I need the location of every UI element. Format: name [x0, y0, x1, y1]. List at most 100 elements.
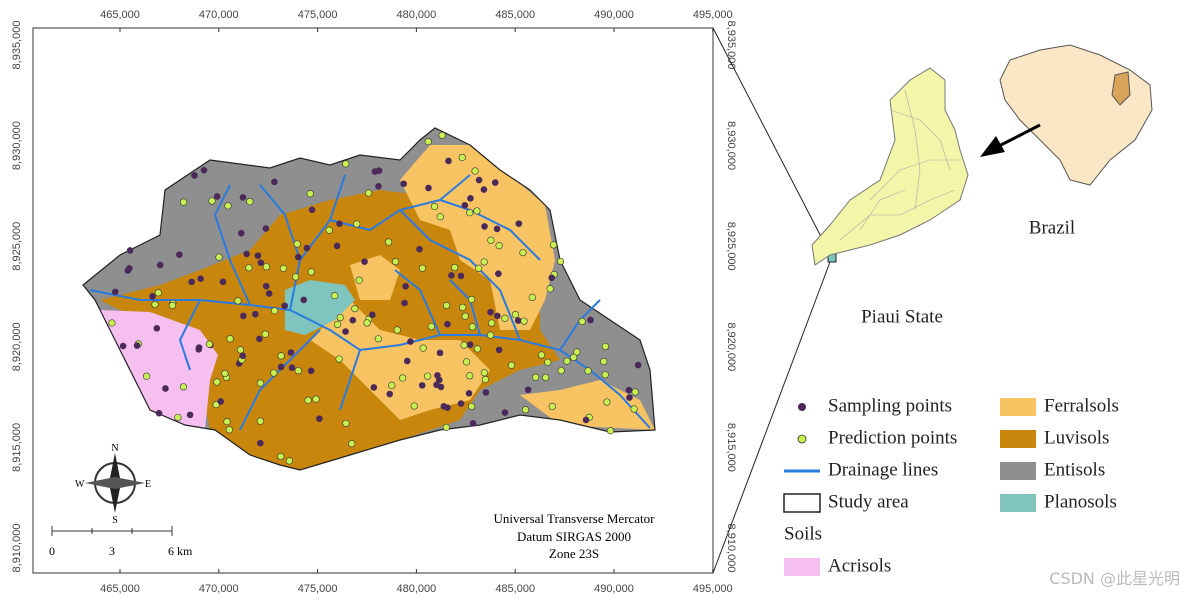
prediction-point: [467, 295, 476, 304]
compass-w: W: [75, 479, 85, 490]
prediction-point: [424, 137, 432, 146]
sampling-point: [281, 302, 288, 310]
sampling-point: [548, 274, 556, 282]
prediction-point: [584, 367, 592, 375]
sampling-point: [402, 283, 409, 290]
sampling-point: [213, 193, 221, 200]
prediction-point: [557, 367, 565, 375]
prediction-point: [215, 253, 223, 261]
sampling-point: [303, 244, 311, 252]
watermark: CSDN @此星光明: [1049, 569, 1180, 588]
sampling-point: [370, 384, 378, 391]
prediction-point: [471, 167, 479, 175]
prediction-point: [442, 423, 450, 431]
prediction-point: [481, 375, 490, 384]
prediction-point: [466, 209, 474, 217]
sampling-point: [133, 342, 141, 349]
prediction-point: [473, 345, 482, 353]
projection: Datum SIRGAS 2000: [517, 529, 631, 544]
x-tick-label: 465,000: [100, 9, 140, 21]
sampling-point: [515, 220, 523, 227]
prediction-point: [546, 285, 554, 293]
prediction-point: [480, 369, 489, 377]
prediction-point: [312, 395, 320, 403]
prediction-point: [486, 331, 495, 339]
y-tick-label: 8,915,000: [11, 423, 23, 472]
projection: Universal Transverse Mercator: [493, 511, 655, 526]
prediction-point: [213, 378, 221, 386]
sampling-point: [440, 403, 448, 410]
prediction-point: [151, 300, 159, 309]
piaui-counties: [839, 89, 960, 241]
y-tick-label: 8,910,000: [725, 524, 737, 573]
x-tick-label: 485,000: [495, 9, 535, 21]
sampling-point: [153, 325, 161, 332]
prediction-point: [391, 257, 400, 266]
prediction-point: [436, 213, 444, 221]
sampling-point: [418, 382, 426, 389]
sampling-point: [257, 259, 265, 267]
y-tick-label: 8,920,000: [725, 322, 737, 371]
prediction-point: [603, 398, 611, 406]
sampling-point: [217, 398, 225, 405]
sampling-point: [257, 439, 264, 447]
prediction-point: [462, 358, 471, 366]
prediction-point: [174, 413, 182, 422]
prediction-point: [351, 305, 359, 313]
legend-heading: Soils: [784, 523, 822, 544]
prediction-point: [142, 372, 151, 380]
sampling-point: [480, 186, 488, 193]
sampling-point: [294, 253, 302, 261]
prediction-point: [458, 153, 466, 162]
sampling-point: [349, 316, 357, 324]
sampling-point: [176, 251, 183, 258]
prediction-point: [495, 242, 503, 250]
prediction-point: [179, 198, 188, 206]
x-tick-label: 470,000: [199, 583, 239, 595]
sampling-point: [300, 296, 308, 304]
sampling-point: [582, 416, 590, 424]
sampling-point: [482, 389, 490, 396]
prediction-point: [294, 367, 302, 375]
sampling-point: [457, 272, 465, 280]
prediction-point: [277, 352, 285, 360]
projection: Zone 23S: [549, 546, 599, 561]
x-tick-label: 480,000: [397, 9, 437, 21]
sampling-point: [262, 282, 270, 290]
prediction-point: [179, 383, 188, 391]
sampling-point: [219, 278, 227, 286]
x-tick-label: 480,000: [397, 583, 437, 595]
prediction-point: [544, 358, 552, 366]
prediction-point: [333, 320, 342, 328]
prediction-point: [245, 264, 253, 272]
x-tick-label: 465,000: [100, 583, 140, 595]
prediction-point: [521, 406, 530, 414]
sampling-point: [342, 328, 349, 335]
prediction-point: [468, 323, 477, 331]
sampling-point: [403, 357, 411, 365]
prediction-point: [419, 344, 427, 352]
prediction-point: [423, 372, 432, 380]
sampling-point: [124, 267, 132, 274]
prediction-point: [348, 440, 356, 448]
sampling-point: [407, 338, 414, 345]
sampling-point: [243, 250, 250, 258]
prediction-point: [307, 268, 315, 276]
prediction-point: [205, 340, 214, 348]
sampling-point: [307, 367, 315, 375]
legend-label: Ferralsols: [1044, 395, 1119, 416]
prediction-point: [385, 238, 393, 246]
sampling-point: [524, 386, 532, 394]
sampling-point: [495, 346, 503, 354]
prediction-point: [331, 291, 339, 300]
sampling-point: [445, 157, 452, 165]
sampling-point: [197, 275, 204, 283]
y-tick-label: 8,925,000: [725, 222, 737, 271]
sampling-point: [265, 290, 273, 297]
x-tick-label: 495,000: [693, 9, 733, 21]
prediction-point: [154, 289, 162, 297]
prediction-point: [519, 249, 527, 257]
prediction-point: [223, 417, 231, 426]
sampling-point: [277, 363, 285, 371]
sampling-point: [491, 179, 499, 186]
